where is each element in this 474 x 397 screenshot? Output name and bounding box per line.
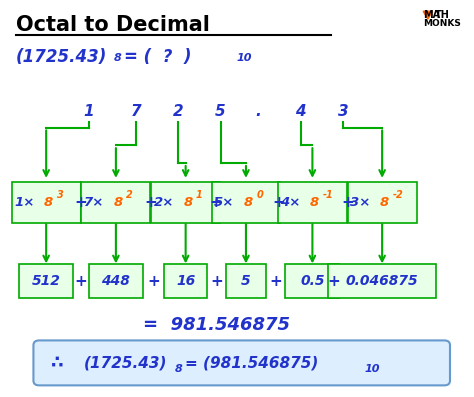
Text: 5×: 5× — [214, 196, 234, 209]
Text: 8: 8 — [310, 196, 319, 209]
Text: +: + — [210, 274, 223, 289]
Text: 5: 5 — [241, 274, 251, 288]
Text: 512: 512 — [32, 274, 61, 288]
Text: +: + — [74, 195, 87, 210]
Text: 2: 2 — [126, 189, 133, 200]
Text: +: + — [341, 195, 354, 210]
Text: 7×: 7× — [84, 196, 104, 209]
Text: 0: 0 — [256, 189, 263, 200]
Text: -2: -2 — [392, 189, 403, 200]
Text: 10: 10 — [364, 364, 380, 374]
Polygon shape — [423, 11, 433, 19]
FancyBboxPatch shape — [89, 264, 143, 298]
FancyBboxPatch shape — [348, 181, 417, 224]
Text: TH: TH — [435, 10, 450, 20]
Text: 4: 4 — [295, 104, 306, 119]
Text: =  981.546875: = 981.546875 — [143, 316, 290, 334]
Text: 2: 2 — [173, 104, 183, 119]
Text: 1×: 1× — [14, 196, 35, 209]
Text: 16: 16 — [176, 274, 195, 288]
Text: 8: 8 — [175, 364, 182, 374]
Text: 10: 10 — [237, 53, 253, 63]
Text: MONKS: MONKS — [423, 19, 461, 28]
Text: +: + — [269, 274, 282, 289]
FancyBboxPatch shape — [278, 181, 347, 224]
Text: +: + — [273, 195, 285, 210]
Text: 0.5: 0.5 — [300, 274, 325, 288]
Text: +: + — [210, 195, 222, 210]
FancyBboxPatch shape — [164, 264, 207, 298]
FancyBboxPatch shape — [328, 264, 437, 298]
FancyBboxPatch shape — [19, 264, 73, 298]
Text: 8: 8 — [380, 196, 389, 209]
Text: 8: 8 — [114, 196, 123, 209]
Text: ∴: ∴ — [51, 354, 64, 372]
FancyBboxPatch shape — [34, 340, 450, 385]
Text: 8: 8 — [244, 196, 253, 209]
Text: +: + — [147, 274, 160, 289]
Text: 1: 1 — [83, 104, 94, 119]
Text: 8: 8 — [114, 53, 121, 63]
FancyBboxPatch shape — [285, 264, 339, 298]
Text: MA: MA — [423, 10, 440, 20]
Text: 7: 7 — [130, 104, 141, 119]
Text: +: + — [74, 274, 87, 289]
Text: 3: 3 — [56, 189, 63, 200]
Text: .: . — [255, 104, 261, 119]
FancyBboxPatch shape — [211, 181, 280, 224]
Text: 448: 448 — [101, 274, 130, 288]
Text: (1725.43): (1725.43) — [84, 355, 167, 370]
Text: 2×: 2× — [154, 196, 174, 209]
Text: Octal to Decimal: Octal to Decimal — [16, 15, 210, 35]
Text: (1725.43): (1725.43) — [16, 48, 107, 66]
Text: +: + — [328, 274, 340, 289]
FancyBboxPatch shape — [12, 181, 81, 224]
FancyBboxPatch shape — [151, 181, 220, 224]
Text: = (  ?  ): = ( ? ) — [124, 48, 191, 66]
Text: -1: -1 — [323, 189, 334, 200]
Text: +: + — [145, 195, 157, 210]
Text: 1: 1 — [196, 189, 203, 200]
Text: 8: 8 — [44, 196, 53, 209]
Text: 3×: 3× — [350, 196, 370, 209]
Text: 3: 3 — [337, 104, 348, 119]
Text: 5: 5 — [215, 104, 226, 119]
Text: = (981.546875): = (981.546875) — [185, 355, 319, 370]
Text: 8: 8 — [183, 196, 192, 209]
Text: 4×: 4× — [280, 196, 301, 209]
FancyBboxPatch shape — [82, 181, 150, 224]
FancyBboxPatch shape — [226, 264, 266, 298]
Text: 0.046875: 0.046875 — [346, 274, 419, 288]
